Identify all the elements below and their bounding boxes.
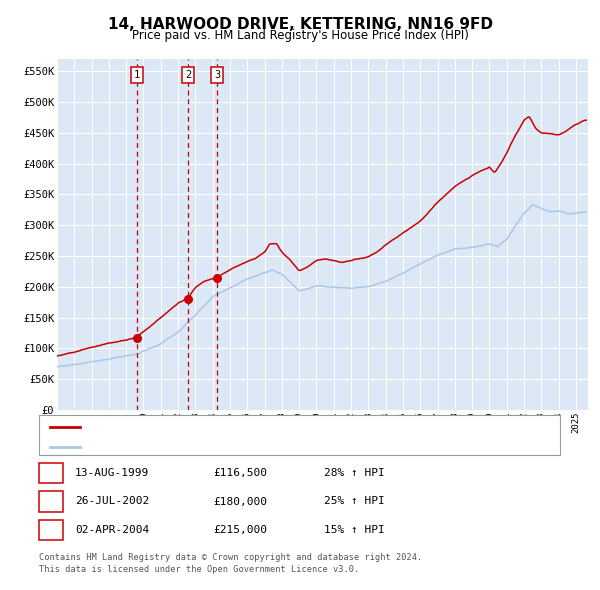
Text: 26-JUL-2002: 26-JUL-2002 xyxy=(75,497,149,506)
Text: Contains HM Land Registry data © Crown copyright and database right 2024.: Contains HM Land Registry data © Crown c… xyxy=(39,553,422,562)
Text: £116,500: £116,500 xyxy=(213,468,267,478)
Text: 1: 1 xyxy=(47,468,55,478)
Text: 13-AUG-1999: 13-AUG-1999 xyxy=(75,468,149,478)
Text: 25% ↑ HPI: 25% ↑ HPI xyxy=(324,497,385,506)
Text: 14, HARWOOD DRIVE, KETTERING, NN16 9FD (detached house): 14, HARWOOD DRIVE, KETTERING, NN16 9FD (… xyxy=(87,422,417,432)
Text: 3: 3 xyxy=(47,525,55,535)
Text: £180,000: £180,000 xyxy=(213,497,267,506)
Text: 28% ↑ HPI: 28% ↑ HPI xyxy=(324,468,385,478)
Text: 3: 3 xyxy=(214,70,220,80)
Text: HPI: Average price, detached house, North Northamptonshire: HPI: Average price, detached house, Nort… xyxy=(87,442,435,452)
Text: 02-APR-2004: 02-APR-2004 xyxy=(75,525,149,535)
Text: 1: 1 xyxy=(134,70,140,80)
Text: 2: 2 xyxy=(47,497,55,506)
Text: £215,000: £215,000 xyxy=(213,525,267,535)
Text: This data is licensed under the Open Government Licence v3.0.: This data is licensed under the Open Gov… xyxy=(39,565,359,574)
Text: 2: 2 xyxy=(185,70,191,80)
Text: Price paid vs. HM Land Registry's House Price Index (HPI): Price paid vs. HM Land Registry's House … xyxy=(131,29,469,42)
Text: 14, HARWOOD DRIVE, KETTERING, NN16 9FD: 14, HARWOOD DRIVE, KETTERING, NN16 9FD xyxy=(107,17,493,32)
Text: 15% ↑ HPI: 15% ↑ HPI xyxy=(324,525,385,535)
